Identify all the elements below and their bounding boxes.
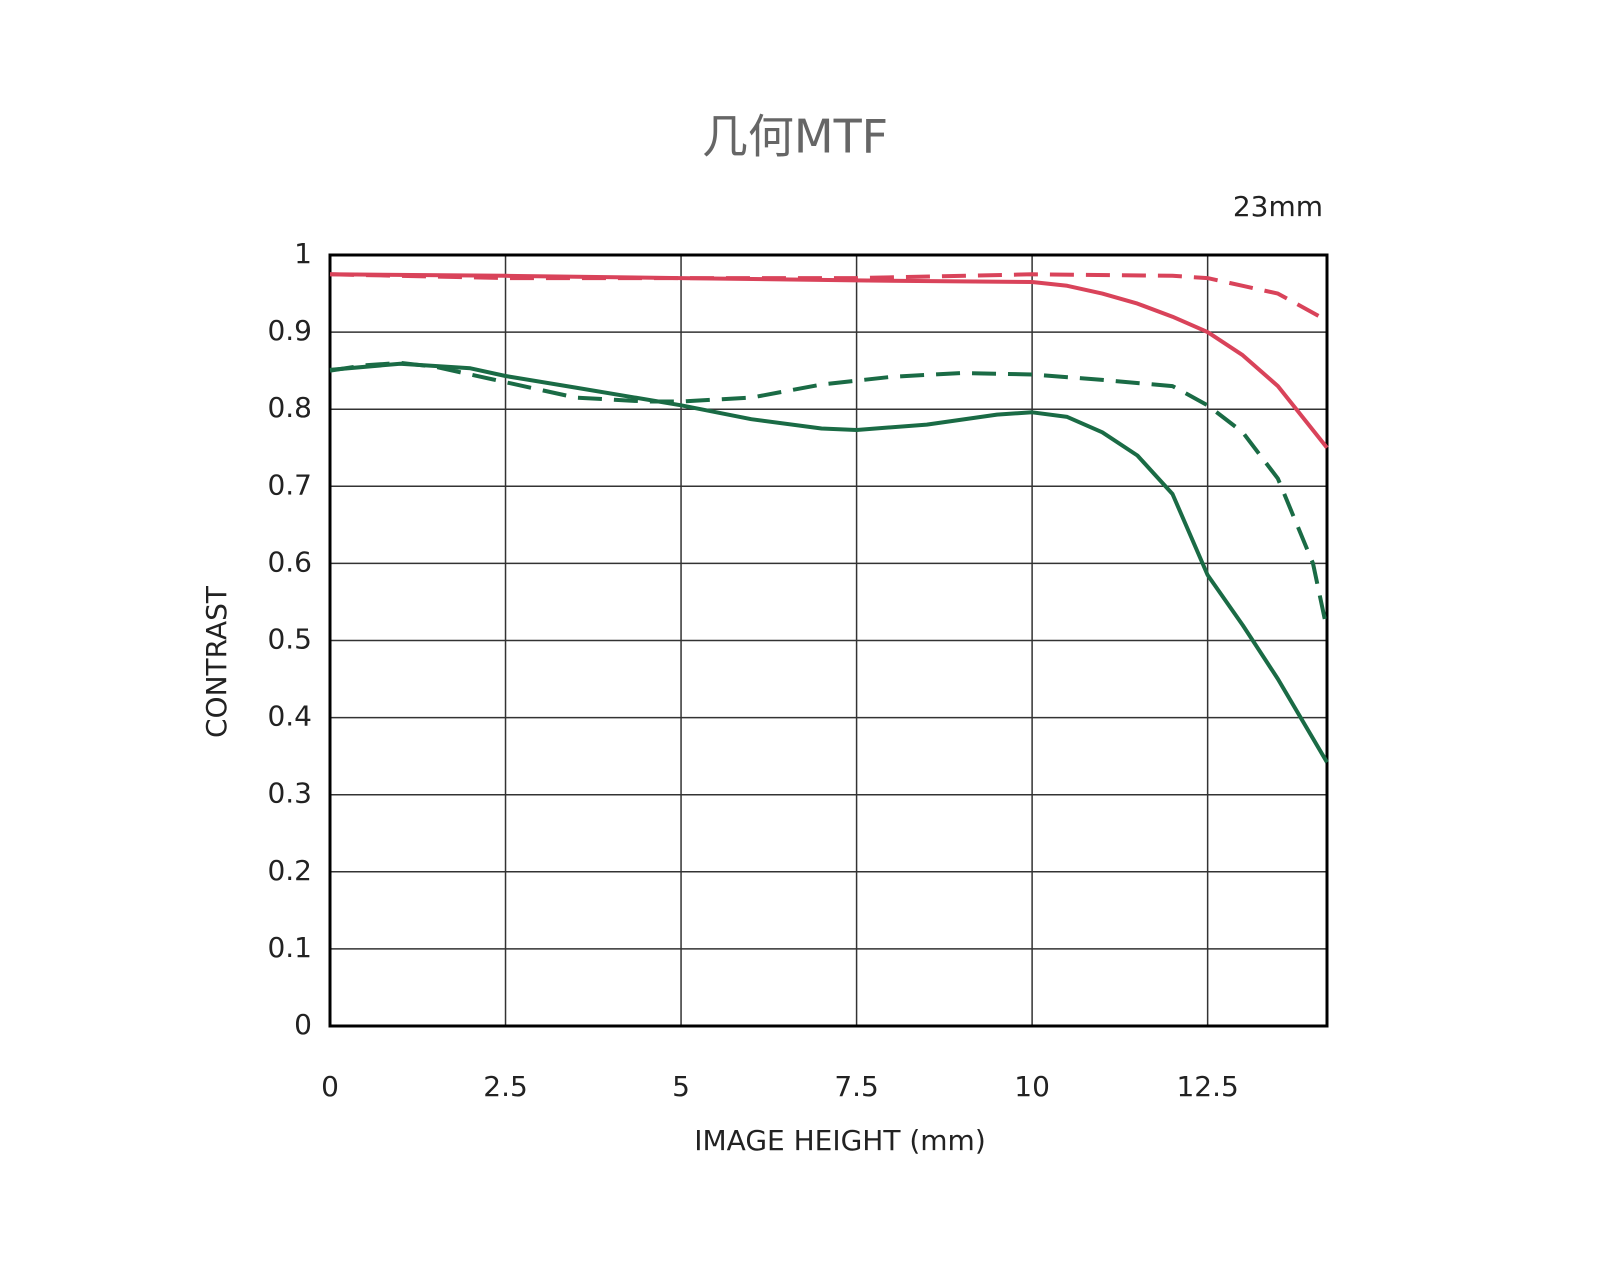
x-tick-label: 2.5 xyxy=(483,1070,528,1103)
annotation: 23mm xyxy=(1233,190,1323,223)
line-series xyxy=(329,361,1329,764)
y-tick-label: 0.6 xyxy=(267,545,312,578)
y-tick-label: 0.4 xyxy=(267,700,312,733)
x-tick-label: 10 xyxy=(1014,1070,1050,1103)
y-tick-label: 0.1 xyxy=(267,931,312,964)
x-tick-label: 0 xyxy=(321,1070,339,1103)
y-tick-label: 0.2 xyxy=(267,854,312,887)
x-tick-label: 5 xyxy=(672,1070,690,1103)
x-axis-label: IMAGE HEIGHT (mm) xyxy=(694,1124,986,1157)
chart-title: 几何MTF xyxy=(702,110,888,164)
line-series xyxy=(329,272,1328,323)
line-series xyxy=(329,360,1329,631)
x-tick-label: 12.5 xyxy=(1176,1070,1238,1103)
y-tick-label: 0.7 xyxy=(267,468,312,501)
y-tick-label: 1 xyxy=(294,237,312,270)
plot-frame xyxy=(328,253,1329,1028)
y-tick-label: 0.9 xyxy=(267,314,312,347)
y-tick-label: 0.5 xyxy=(267,623,312,656)
y-tick-label: 0.8 xyxy=(267,391,312,424)
y-axis-label: CONTRAST xyxy=(200,585,233,738)
y-tick-label: 0.3 xyxy=(267,777,312,810)
x-tick-label: 7.5 xyxy=(834,1070,879,1103)
y-tick-label: 0 xyxy=(294,1008,312,1041)
line-series xyxy=(329,272,1329,450)
